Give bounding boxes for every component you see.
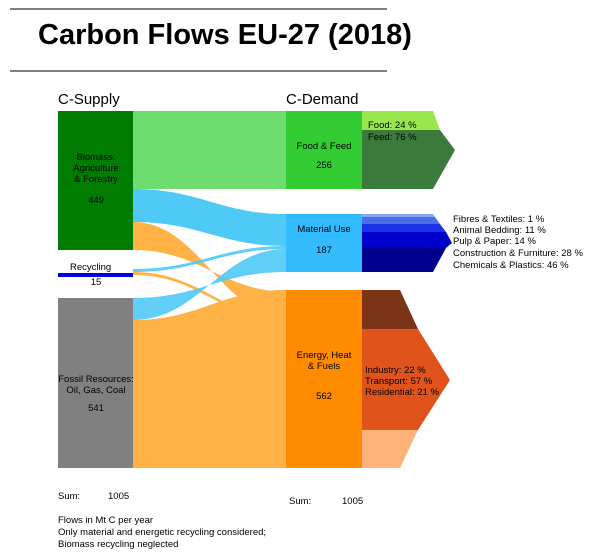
food-share: Food: 24 % xyxy=(368,120,417,131)
biomass-label-3: & Forestry xyxy=(74,174,118,185)
flow-recycle-energy xyxy=(133,272,286,321)
recycling-node xyxy=(58,273,133,277)
supply-sum-label: Sum: xyxy=(58,491,80,502)
flow-biomass-energy xyxy=(133,222,286,316)
flow-fossil-material xyxy=(133,249,286,320)
biomass-label-1: Biomass: xyxy=(76,152,115,163)
flow-biomass-material xyxy=(133,189,286,246)
fossil-label-1: Fossil Resources: xyxy=(58,374,134,385)
flow-biomass-food xyxy=(133,111,286,189)
demand-sum-label: Sum: xyxy=(289,496,311,507)
supply-header: C-Supply xyxy=(58,91,120,108)
supply-sum-value: 1005 xyxy=(108,491,129,502)
industry-share: Industry: 22 % xyxy=(365,365,426,376)
residential-segment xyxy=(362,430,418,468)
chemicals-share: Chemicals & Plastics: 46 % xyxy=(453,260,569,271)
food-value: 256 xyxy=(316,160,332,171)
material-breakdown-arrow xyxy=(362,214,452,272)
fibres-segment xyxy=(362,214,435,217)
pulp-share: Pulp & Paper: 14 % xyxy=(453,236,536,247)
flow-fossil-energy xyxy=(133,290,286,468)
fibres-share: Fibres & Textiles: 1 % xyxy=(453,214,545,225)
note-biomass: Biomass recycling neglected xyxy=(58,539,178,550)
recycling-value: 15 xyxy=(91,277,102,288)
material-value: 187 xyxy=(316,245,332,256)
note-units: Flows in Mt C per year xyxy=(58,515,153,526)
construction-segment xyxy=(362,232,452,248)
material-label: Material Use xyxy=(297,224,350,235)
food-label: Food & Feed xyxy=(297,141,352,152)
fossil-label-2: Oil, Gas, Coal xyxy=(66,385,125,396)
flow-bands xyxy=(133,111,286,468)
flow-recycle-material xyxy=(133,246,286,272)
biomass-node xyxy=(58,111,133,250)
biomass-label-2: Agriculture xyxy=(73,163,118,174)
chemicals-segment xyxy=(362,248,446,272)
food-segment xyxy=(362,111,440,130)
residential-share: Residential: 21 % xyxy=(365,387,439,398)
bedding-share: Animal Bedding: 11 % xyxy=(453,225,546,236)
energy-label-1: Energy, Heat xyxy=(297,350,352,361)
energy-value: 562 xyxy=(316,391,332,402)
food-node xyxy=(286,111,362,189)
recycling-label: Recycling xyxy=(70,262,111,273)
demand-sum-value: 1005 xyxy=(342,496,363,507)
transport-share: Transport: 57 % xyxy=(365,376,433,387)
energy-node xyxy=(286,290,362,468)
bedding-segment xyxy=(362,217,440,224)
fossil-value: 541 xyxy=(88,403,104,414)
transport-segment xyxy=(362,329,450,430)
feed-segment xyxy=(362,130,455,189)
feed-share: Feed: 76 % xyxy=(368,132,417,143)
pulp-segment xyxy=(362,224,446,232)
food-breakdown-arrow xyxy=(362,111,455,189)
energy-breakdown-arrow xyxy=(362,290,450,468)
fossil-node xyxy=(58,298,133,468)
energy-label-2: & Fuels xyxy=(308,361,340,372)
material-node xyxy=(286,214,362,272)
industry-segment xyxy=(362,290,418,329)
biomass-value: 449 xyxy=(88,195,104,206)
note-recycling: Only material and energetic recycling co… xyxy=(58,527,266,538)
demand-header: C-Demand xyxy=(286,91,359,108)
construction-share: Construction & Furniture: 28 % xyxy=(453,248,583,259)
page-title: Carbon Flows EU-27 (2018) xyxy=(38,19,412,51)
